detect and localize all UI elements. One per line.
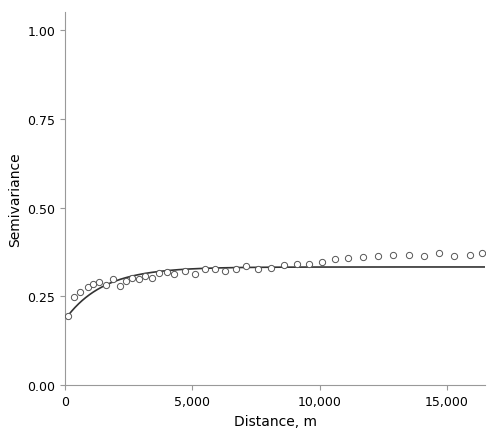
Point <box>191 271 199 278</box>
Point <box>318 258 326 265</box>
Point <box>280 262 288 269</box>
Point <box>110 276 118 283</box>
X-axis label: Distance, m: Distance, m <box>234 413 316 427</box>
Point <box>128 275 136 282</box>
Point <box>222 268 230 275</box>
Point <box>135 276 143 283</box>
Point <box>267 265 275 272</box>
Point <box>180 268 188 275</box>
Point <box>344 255 351 262</box>
Point <box>390 251 398 258</box>
Point <box>254 265 262 272</box>
Point <box>102 282 110 289</box>
Point <box>466 252 473 259</box>
Point <box>374 253 382 260</box>
Point <box>64 312 72 319</box>
Point <box>420 253 428 260</box>
Point <box>435 250 443 257</box>
Point <box>232 265 239 272</box>
Point <box>155 270 163 277</box>
Point <box>116 283 124 290</box>
Point <box>70 294 78 301</box>
Point <box>76 289 84 296</box>
Point <box>450 253 458 260</box>
Point <box>242 263 250 270</box>
Point <box>331 256 339 263</box>
Point <box>478 250 486 257</box>
Point <box>96 279 104 286</box>
Point <box>201 265 209 272</box>
Point <box>404 252 412 259</box>
Point <box>306 261 314 268</box>
Point <box>84 284 92 291</box>
Point <box>359 254 367 261</box>
Point <box>211 266 219 273</box>
Point <box>141 273 149 280</box>
Point <box>163 269 171 276</box>
Point <box>122 278 130 285</box>
Point <box>170 271 178 278</box>
Point <box>292 261 300 268</box>
Point <box>148 275 156 282</box>
Y-axis label: Semivariance: Semivariance <box>8 152 22 247</box>
Point <box>89 281 97 288</box>
